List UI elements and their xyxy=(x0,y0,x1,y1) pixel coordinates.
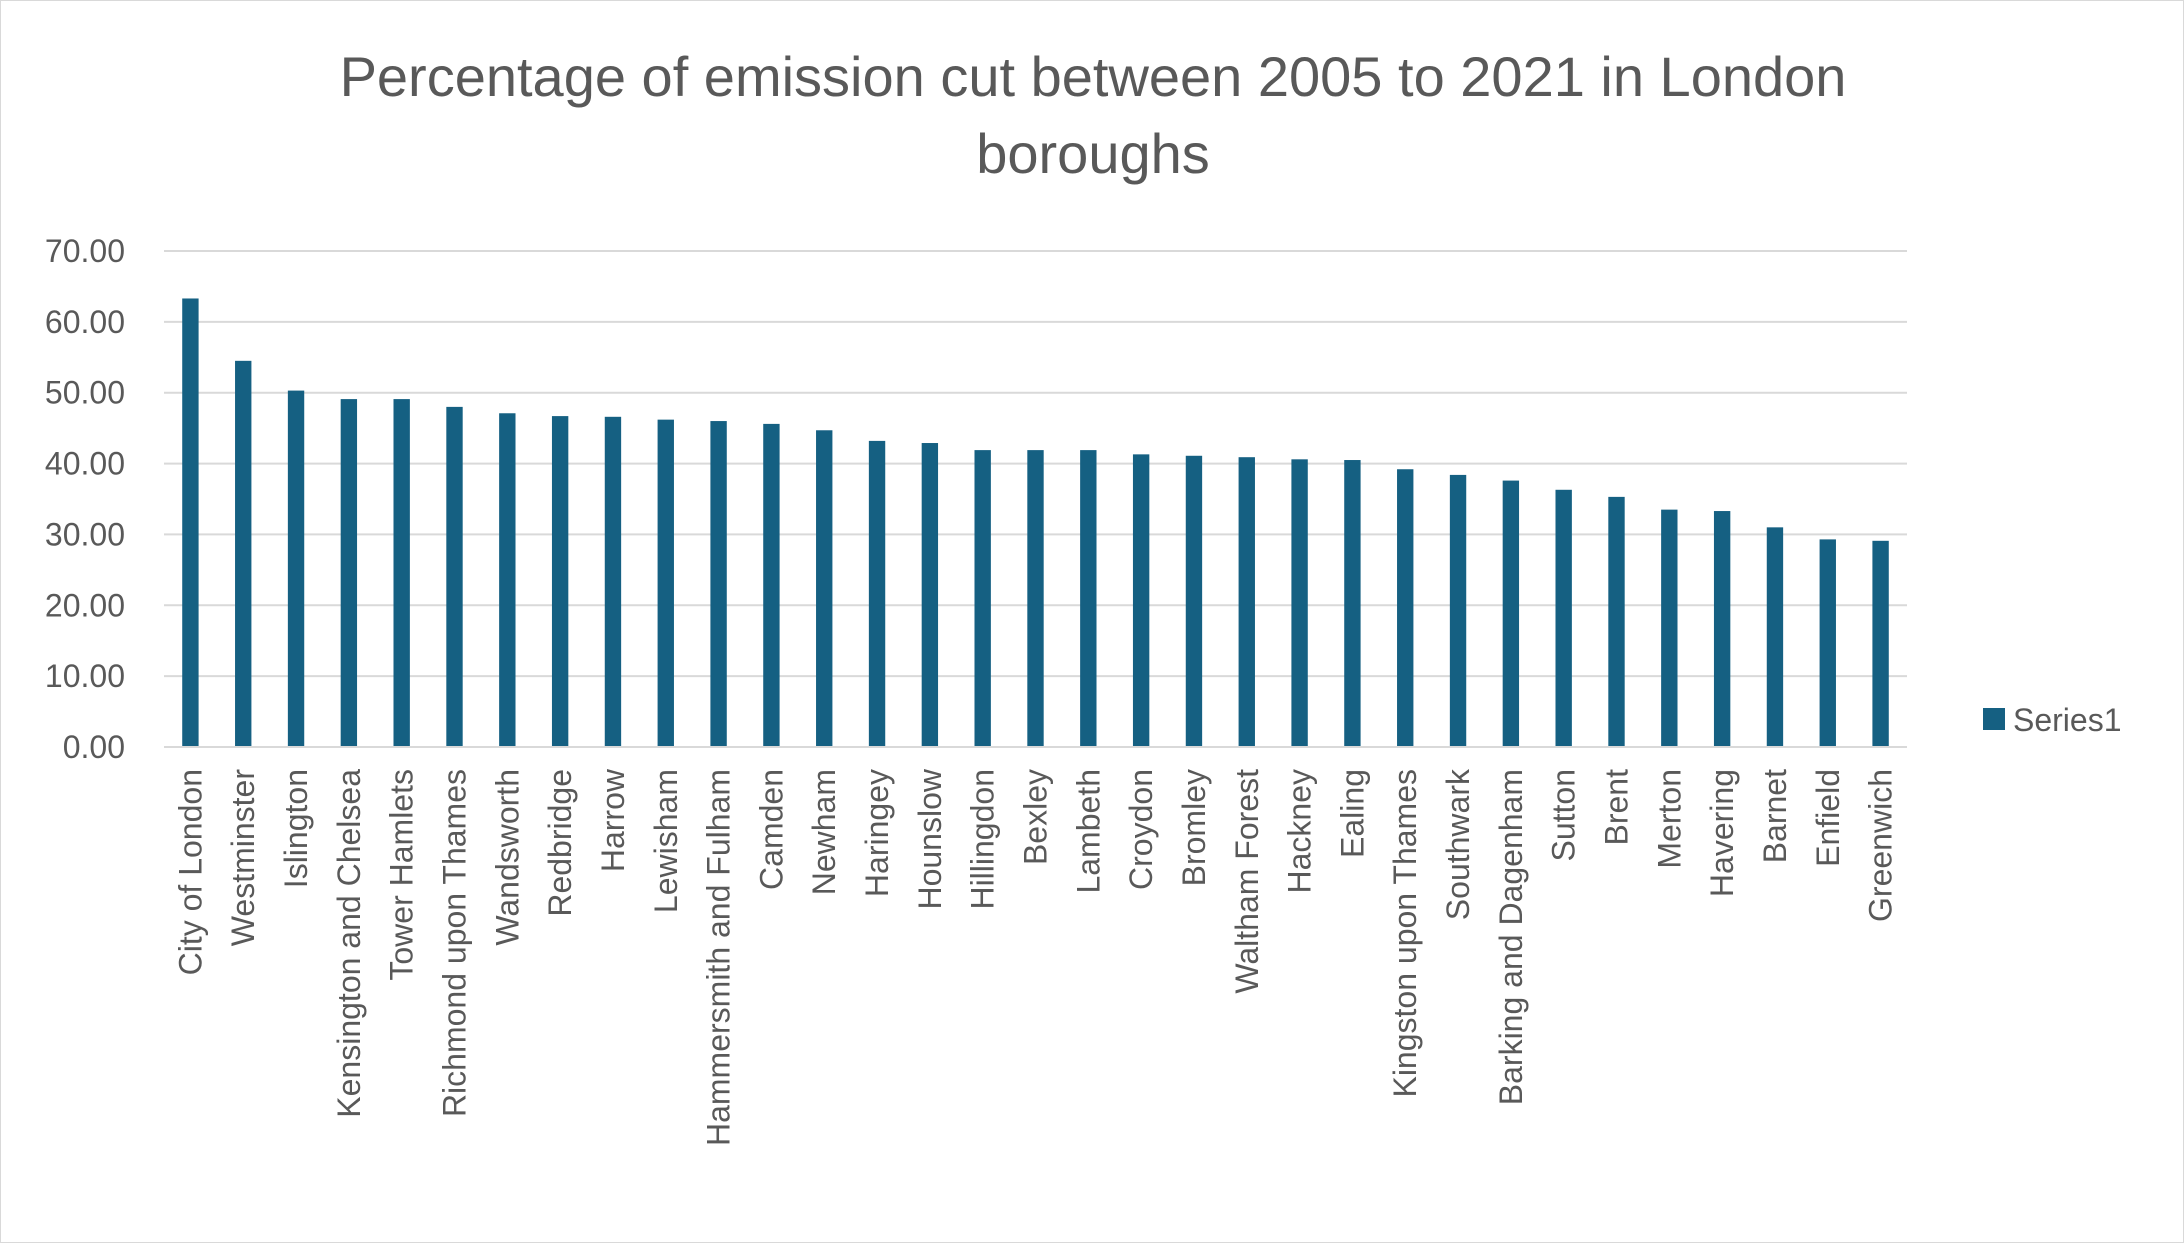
x-category-label: Waltham Forest xyxy=(1229,769,1265,994)
bar xyxy=(1027,450,1044,747)
x-category-label: Croydon xyxy=(1123,769,1159,890)
chart-title-line-2: boroughs xyxy=(976,122,1210,185)
x-category-label: Merton xyxy=(1651,769,1687,869)
legend-swatch xyxy=(1983,708,2005,730)
x-category-label: Westminster xyxy=(225,769,261,947)
y-tick-label: 10.00 xyxy=(45,658,125,694)
bar xyxy=(1397,469,1414,747)
x-category-label: City of London xyxy=(172,769,208,975)
x-category-label: Bromley xyxy=(1176,769,1212,886)
x-category-label: Kensington and Chelsea xyxy=(331,769,367,1118)
bar xyxy=(446,406,463,747)
legend-label: Series1 xyxy=(2013,702,2122,738)
bar xyxy=(1713,511,1731,747)
y-tick-label: 50.00 xyxy=(45,375,125,411)
bar xyxy=(1185,455,1203,747)
bar xyxy=(657,419,674,747)
bar xyxy=(1819,539,1836,747)
y-tick-label: 20.00 xyxy=(45,587,125,623)
bar xyxy=(710,421,727,747)
bar xyxy=(1872,540,1889,747)
bar xyxy=(393,399,410,747)
x-category-label: Hackney xyxy=(1282,769,1318,894)
bars xyxy=(182,298,1889,747)
y-tick-label: 60.00 xyxy=(45,304,125,340)
bar xyxy=(287,390,305,747)
legend: Series1 xyxy=(1983,702,2122,738)
x-category-label: Ealing xyxy=(1334,769,1370,858)
chart-title-line-1: Percentage of emission cut between 2005 … xyxy=(340,45,1847,108)
x-category-label: Hounslow xyxy=(912,768,948,909)
y-tick-label: 70.00 xyxy=(45,233,125,269)
x-category-label: Brent xyxy=(1599,769,1635,846)
y-tick-label: 30.00 xyxy=(45,516,125,552)
bar xyxy=(1502,480,1520,747)
x-category-label: Enfield xyxy=(1810,769,1846,867)
x-category-label: Wandsworth xyxy=(489,769,525,946)
bar xyxy=(1344,460,1361,747)
bar xyxy=(1661,509,1678,747)
x-category-label: Barnet xyxy=(1757,769,1793,863)
x-category-label: Islington xyxy=(278,769,314,888)
bar xyxy=(974,450,991,747)
bar xyxy=(182,298,199,747)
bar xyxy=(1080,450,1097,747)
x-category-label: Bexley xyxy=(1018,769,1054,865)
x-category-label: Newham xyxy=(806,769,842,895)
bar xyxy=(1238,457,1255,747)
x-category-label: Redbridge xyxy=(542,769,578,917)
x-category-label: Richmond upon Thames xyxy=(437,769,473,1117)
bar xyxy=(1449,474,1467,747)
bar xyxy=(921,443,939,747)
x-category-label: Hammersmith and Fulham xyxy=(701,769,737,1146)
x-category-label: Lewisham xyxy=(648,769,684,913)
x-category-label: Havering xyxy=(1704,769,1740,897)
y-tick-label: 0.00 xyxy=(63,729,125,765)
bar xyxy=(499,413,516,747)
bar xyxy=(1766,527,1784,747)
x-category-label: Camden xyxy=(753,769,789,890)
y-axis-tick-labels: 0.00 10.00 20.00 30.00 40.00 50.00 60.00 70.00 xyxy=(45,233,125,765)
bar xyxy=(235,360,252,747)
x-category-label: Harrow xyxy=(595,768,631,872)
bar xyxy=(816,430,833,747)
x-category-label: Greenwich xyxy=(1863,769,1899,922)
x-axis-category-labels: City of London Westminster Islington Kensin… xyxy=(172,768,1898,1146)
x-category-label: Lambeth xyxy=(1070,769,1106,894)
bar xyxy=(340,399,358,747)
bar xyxy=(1132,454,1150,747)
bar xyxy=(763,423,780,747)
chart-title: Percentage of emission cut between 2005 … xyxy=(340,45,1847,185)
x-category-label: Sutton xyxy=(1546,769,1582,862)
x-category-label: Tower Hamlets xyxy=(384,769,420,981)
x-category-label: Barking and Dagenham xyxy=(1493,769,1529,1105)
y-tick-label: 40.00 xyxy=(45,446,125,482)
bar xyxy=(551,416,569,747)
x-category-label: Haringey xyxy=(859,769,895,897)
x-category-label: Hillingdon xyxy=(965,769,1001,910)
bar xyxy=(1608,496,1625,747)
bar xyxy=(1291,459,1308,747)
bar xyxy=(604,416,622,747)
bar xyxy=(1555,489,1572,747)
x-category-label: Kingston upon Thames xyxy=(1387,769,1423,1098)
bar xyxy=(868,440,886,747)
x-category-label: Southwark xyxy=(1440,768,1476,920)
